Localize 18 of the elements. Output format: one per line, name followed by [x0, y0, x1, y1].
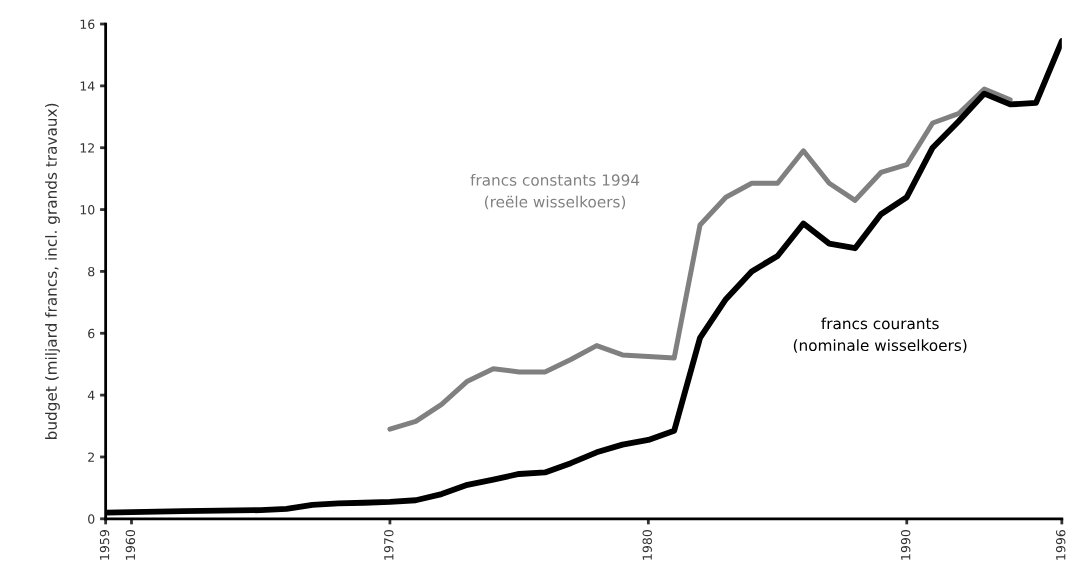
x-tick-label: 1980	[642, 530, 652, 560]
text: francs courants (nominale wisselkoers)	[793, 317, 967, 353]
y-tick-label: 6	[88, 328, 95, 339]
x-tick-label: 1959	[99, 530, 110, 560]
y-tick-label: 4	[87, 390, 95, 400]
x-tick-label: 1970	[384, 530, 394, 560]
x-tick-label: 1996	[1056, 530, 1066, 560]
text: francs constants 1994 (reële wisselkoers)	[470, 173, 640, 210]
x-tick-label: 1960	[125, 530, 136, 560]
y-axis-title: budget (miljard francs, incl. grands travaux)	[45, 103, 60, 439]
y-tick-label: 8	[88, 266, 95, 277]
x-tick-label: 1990	[900, 530, 911, 560]
y-tick-label: 0	[88, 514, 95, 524]
y-tick-label: 16	[80, 19, 95, 29]
y-tick-label: 12	[80, 143, 94, 153]
y-tick-label: 2	[88, 452, 94, 462]
y-tick-label: 14	[80, 81, 95, 91]
y-tick-label: 10	[80, 205, 95, 215]
